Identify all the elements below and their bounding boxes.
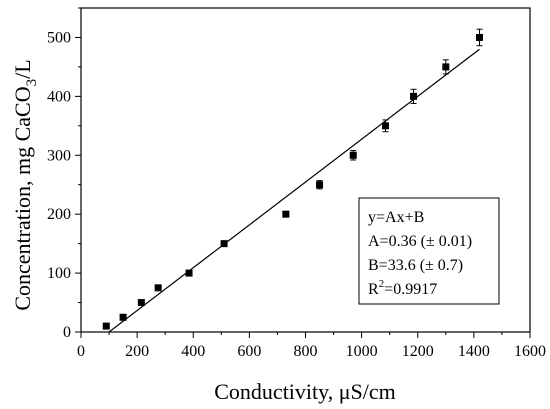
y-axis-title-tail: /L <box>10 59 35 79</box>
x-tick-label: 200 <box>125 343 149 360</box>
data-point <box>410 92 418 100</box>
x-tick-label: 800 <box>294 343 318 360</box>
data-points <box>102 28 483 330</box>
y-tick-label: 0 <box>63 324 71 341</box>
data-point <box>119 313 127 321</box>
annotation-line-b: B=33.6 (± 0.7) <box>368 257 463 274</box>
x-tick-label: 1000 <box>346 343 378 360</box>
annotation-box: y=Ax+B A=0.36 (± 0.01) B=33.6 (± 0.7) R2… <box>358 197 500 305</box>
y-tick-label: 500 <box>47 29 71 46</box>
y-tick-label: 100 <box>47 265 71 282</box>
r2-prefix: R <box>368 281 379 298</box>
x-tick-label: 400 <box>181 343 205 360</box>
r2-superscript: 2 <box>379 278 385 290</box>
y-tick-label: 400 <box>47 88 71 105</box>
r2-value: =0.9917 <box>384 281 437 298</box>
annotation-line-r2: R2=0.9917 <box>368 278 437 298</box>
data-point <box>381 122 389 130</box>
data-point <box>282 210 290 218</box>
x-tick-label: 1400 <box>458 343 490 360</box>
data-point <box>220 240 228 248</box>
data-point <box>102 322 110 330</box>
annotation-frame <box>358 197 500 305</box>
annotation-line-a: A=0.36 (± 0.01) <box>368 233 472 250</box>
y-tick-label: 200 <box>47 206 71 223</box>
data-point <box>442 63 450 71</box>
x-tick-label: 1600 <box>514 343 546 360</box>
y-tick-label: 300 <box>47 147 71 164</box>
data-point <box>349 151 357 159</box>
fit-line-group <box>108 48 480 333</box>
data-point <box>154 284 162 292</box>
x-tick-label: 600 <box>237 343 261 360</box>
x-tick-label: 0 <box>77 343 85 360</box>
data-point <box>316 181 324 189</box>
x-axis-title: Conductivity, μS/cm <box>214 379 395 404</box>
fit-line <box>108 48 480 333</box>
data-point <box>137 299 145 307</box>
y-axis-title: Concentration, mg CaCO3/L <box>10 59 40 310</box>
axes: 0 200 400 600 800 1000 1200 1400 1600 0 100 200 300 4… <box>47 7 546 360</box>
annotation-line-equation: y=Ax+B <box>368 209 424 226</box>
y-axis-title-main: Concentration, mg CaCO <box>10 86 35 310</box>
x-tick-label: 1200 <box>402 343 434 360</box>
data-point <box>475 33 483 41</box>
data-point <box>185 269 193 277</box>
y-axis-title-sub: 3 <box>24 79 40 87</box>
